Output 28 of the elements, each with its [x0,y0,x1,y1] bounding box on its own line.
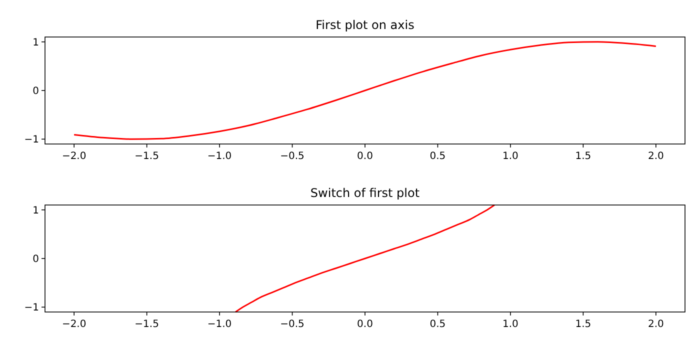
y-tick-label: −1 [24,302,39,314]
y-tick-label: 1 [32,205,39,216]
x-tick-label: −1.5 [134,151,159,162]
x-tick-label: 2.0 [648,319,664,330]
x-tick-label: 1.0 [502,151,518,162]
x-tick-label: 1.5 [575,151,592,162]
x-tick-label: −1.5 [134,319,159,330]
line-series [234,204,496,313]
x-tick-label: 1.0 [502,319,518,330]
x-tick-label: 0.5 [430,151,446,162]
x-tick-label: 0.5 [430,319,446,330]
x-tick-label: −0.5 [280,319,304,330]
x-tick-label: −1.0 [207,319,232,330]
x-tick-label: 2.0 [648,151,664,162]
y-tick-label: −1 [24,134,39,146]
chart-title: First plot on axis [316,18,414,32]
chart-title: Switch of first plot [310,186,420,200]
y-tick-label: 0 [32,86,39,97]
line-series [73,41,657,140]
y-tick-label: 1 [32,37,39,48]
y-tick-label: 0 [32,254,39,265]
x-tick-label: −0.5 [280,151,304,162]
x-tick-label: 1.5 [575,319,592,330]
x-tick-label: 0.0 [357,151,373,162]
x-tick-label: 0.0 [357,319,373,330]
x-tick-label: −1.0 [207,151,232,162]
x-tick-label: −2.0 [62,151,86,162]
x-tick-label: −2.0 [62,319,86,330]
